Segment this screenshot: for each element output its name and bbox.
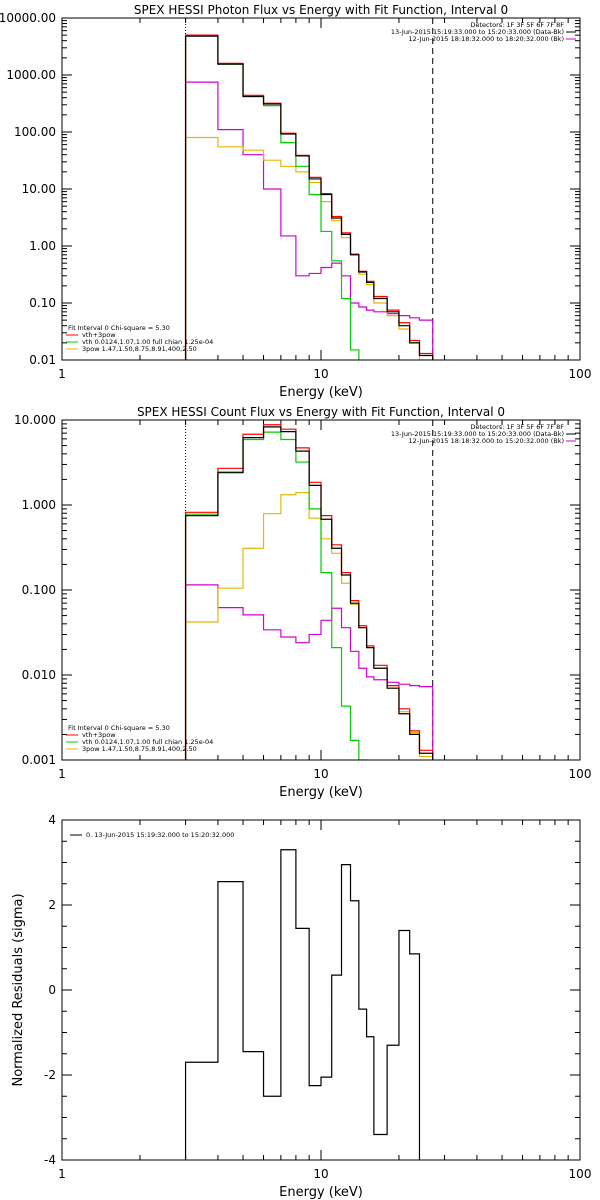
y-tick-label: 100.00 <box>14 125 56 139</box>
plot-panel-1: SPEX HESSI Photon Flux vs Energy with Fi… <box>0 3 591 400</box>
y-tick-label: 0 <box>48 983 56 997</box>
y-tick-label: 10.00 <box>22 182 56 196</box>
plot-frame <box>61 419 581 761</box>
series-0-13-jun-2015-15-19-32-000-to-15-20-32-000 <box>184 849 421 1160</box>
legend-text: Fit Interval 0 Chi-square = 5.30 <box>68 324 170 332</box>
series-3pow <box>184 491 434 760</box>
x-tick-label: 10 <box>313 767 328 781</box>
y-tick-label: 2 <box>48 898 56 912</box>
x-tick-label: 10 <box>313 1167 328 1181</box>
x-tick-label: 100 <box>569 1167 592 1181</box>
plot-area <box>184 849 421 1160</box>
x-axis-label: Energy (keV) <box>279 1185 363 1200</box>
y-tick-label: -4 <box>44 1153 56 1167</box>
y-axis-label: Normalized Residuals (sigma) <box>11 893 26 1086</box>
y-tick-label: 0.10 <box>29 296 56 310</box>
series-vth-3pow <box>184 34 434 360</box>
header-text: 13-Jun-2015 15:19:33.000 to 15:20:33.000… <box>391 28 564 36</box>
x-tick-label: 100 <box>569 367 592 381</box>
x-axis-label: Energy (keV) <box>279 785 363 800</box>
plot-panel-2: SPEX HESSI Count Flux vs Energy with Fit… <box>14 405 591 800</box>
plot-area <box>184 420 434 760</box>
legend-text: vth+3pow <box>82 331 116 339</box>
header-text: Detectors: 1F 3F 5F 6F 7F 8F <box>470 21 564 29</box>
plot-panel-3: 1 10 100 -4 -2 0 2 4 Energy (keV) Normalized Resi… <box>11 813 591 1200</box>
x-tick-label: 1 <box>58 1167 66 1181</box>
legend-text: vth 0.0124,1.07,1.00 full chian 1.25e-04 <box>82 738 213 746</box>
x-tick-label: 1 <box>58 767 66 781</box>
y-tick-label: 4 <box>48 813 56 827</box>
x-tick-label: 1 <box>58 367 66 381</box>
series-background <box>184 584 434 760</box>
y-tick-label: 10000.00 <box>0 11 56 25</box>
x-tick-label: 100 <box>569 767 592 781</box>
legend-text: 3pow 1.47,1.50,8.75,8.91,400,2.50 <box>82 345 197 353</box>
x-axis-label: Energy (keV) <box>279 385 363 400</box>
plot-area <box>184 18 434 360</box>
y-tick-label: 1.000 <box>22 498 56 512</box>
header-text: 12-Jun-2015 18:18:32.000 to 18:20:32.000… <box>409 35 564 43</box>
legend-text: vth 0.0124,1.07,1.00 full chian 1.25e-04 <box>82 338 213 346</box>
header-text: 12-Jun-2015 18:18:32.000 to 15:20:32.000… <box>409 437 564 445</box>
plot-frame <box>61 17 581 361</box>
chart-title: SPEX HESSI Photon Flux vs Energy with Fi… <box>134 3 508 17</box>
chart-title: SPEX HESSI Count Flux vs Energy with Fit… <box>137 405 505 419</box>
y-tick-label: 10.000 <box>14 413 56 427</box>
y-tick-label: 0.010 <box>22 668 56 682</box>
legend-text: 0. 13-Jun-2015 15:19:32.000 to 15:20:32.… <box>86 831 234 839</box>
series-data <box>184 35 434 360</box>
y-tick-label: 0.01 <box>29 353 56 367</box>
legend-text: Fit Interval 0 Chi-square = 5.30 <box>68 724 170 732</box>
header-text: 13-Jun-2015 15:19:33.000 to 15:20:33.000… <box>391 430 564 438</box>
y-tick-label: -2 <box>44 1068 56 1082</box>
plot-frame <box>61 819 581 1161</box>
x-tick-label: 10 <box>313 367 328 381</box>
series-vth <box>184 35 360 360</box>
y-tick-label: 1000.00 <box>6 68 56 82</box>
header-text: Detectors: 1F 3F 5F 6F 7F 8F <box>470 423 564 431</box>
series-vth <box>184 431 368 760</box>
y-tick-label: 0.001 <box>22 753 56 767</box>
y-tick-label: 1.00 <box>29 239 56 253</box>
y-tick-label: 0.100 <box>22 583 56 597</box>
series-data <box>184 426 434 760</box>
legend-text: vth+3pow <box>82 731 116 739</box>
series-background <box>184 81 434 360</box>
legend-text: 3pow 1.47,1.50,8.75,8.91,400,2.50 <box>82 745 197 753</box>
